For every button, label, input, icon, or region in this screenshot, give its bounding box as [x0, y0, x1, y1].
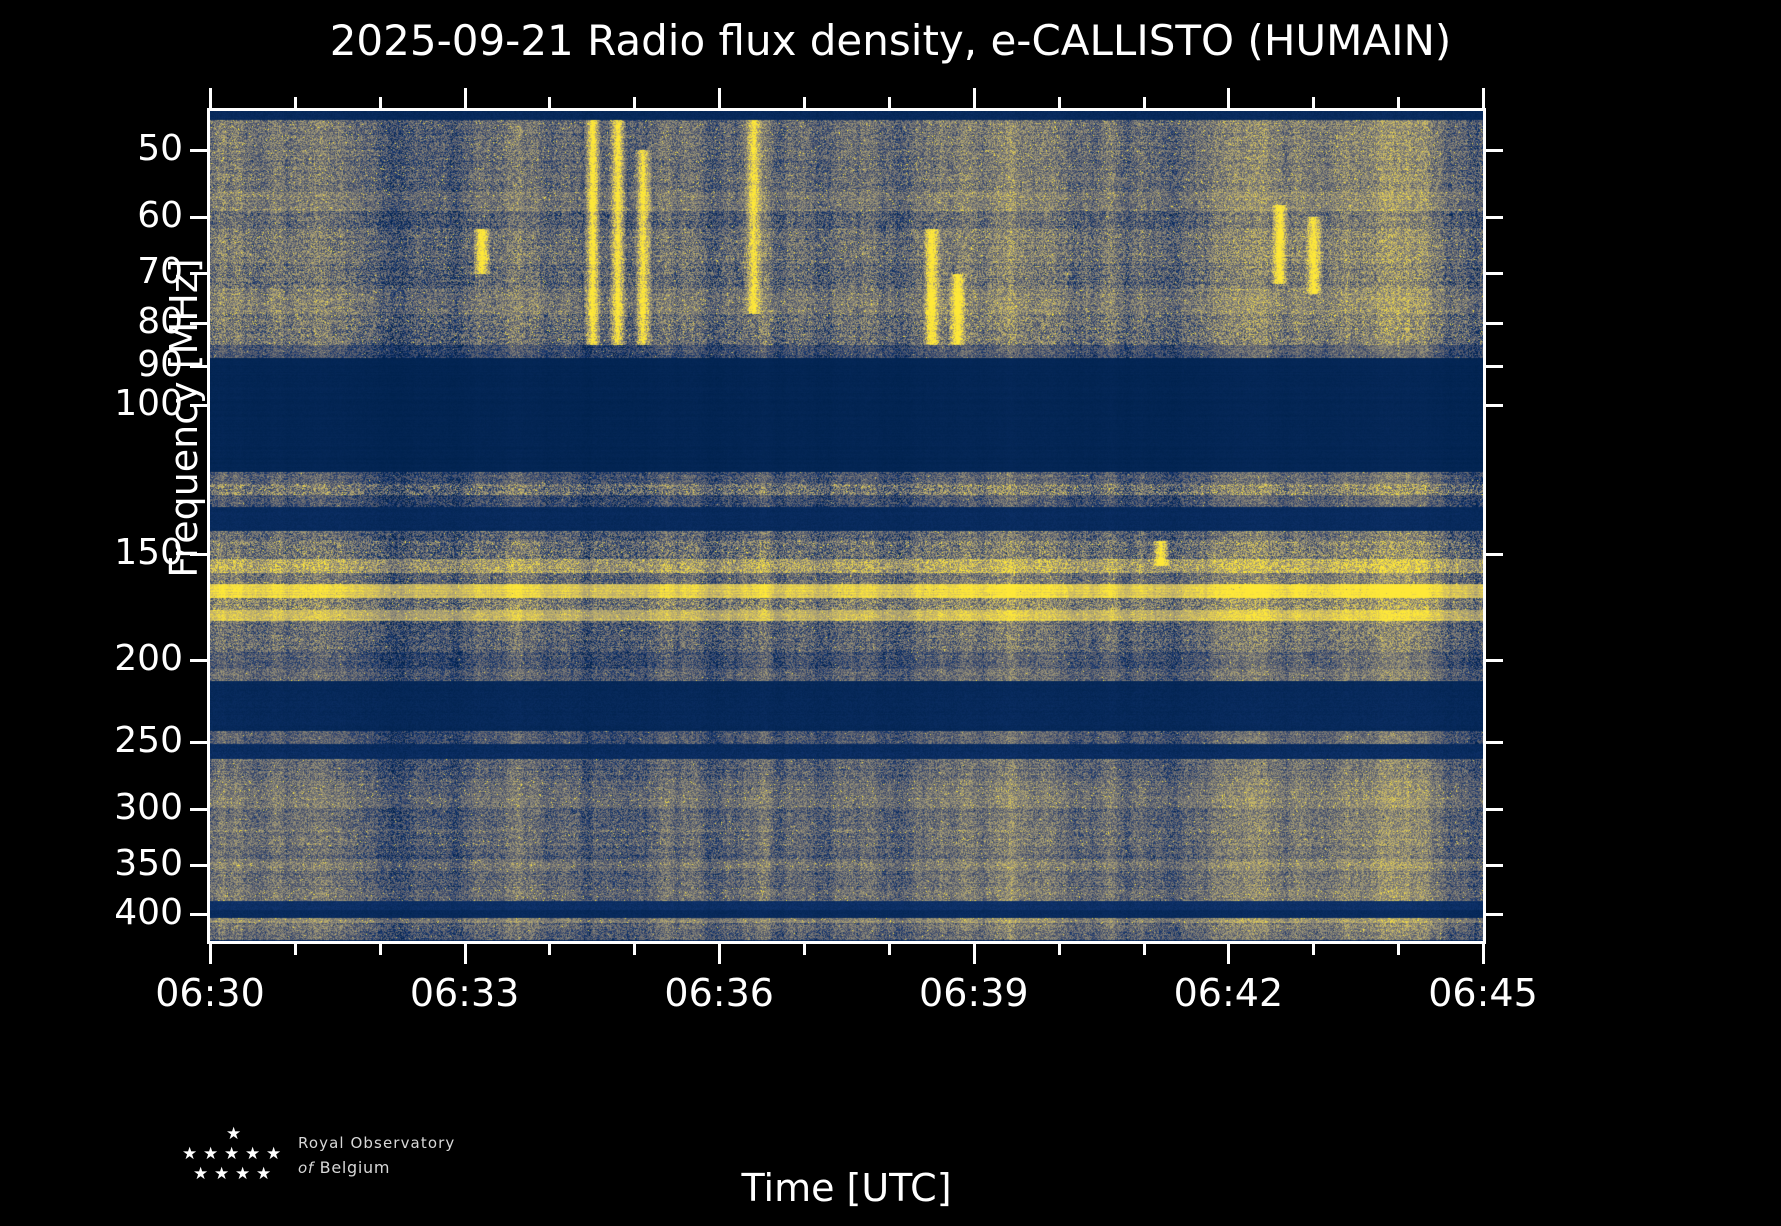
- y-tick-mark-left: [190, 552, 207, 556]
- y-tick-mark-left: [190, 807, 207, 811]
- logo-line-1: Royal Observatory: [298, 1134, 456, 1152]
- y-tick-label-100: 100: [114, 382, 183, 424]
- y-tick-mark-right: [1486, 552, 1503, 556]
- x-tick-mark-minor: [1057, 944, 1061, 955]
- y-tick-label-350: 350: [114, 843, 183, 885]
- y-tick-label-200: 200: [114, 637, 183, 679]
- x-tick-mark-major: [1227, 944, 1231, 964]
- x-tick-mark-minor: [1312, 944, 1316, 955]
- x-tick-mark-major: [1482, 944, 1485, 964]
- x-tick-label-06-39: 06:39: [919, 971, 1029, 1015]
- y-tick-mark-left: [190, 403, 207, 407]
- x-tick-mark-minor: [887, 944, 891, 955]
- star-icon: ★: [256, 1164, 272, 1184]
- y-tick-mark-right: [1486, 148, 1503, 152]
- spectrogram-image: [210, 111, 1483, 941]
- x-tick-mark-top-minor: [1057, 97, 1061, 108]
- y-tick-mark-left: [190, 272, 207, 276]
- star-icon: ★: [182, 1144, 198, 1164]
- logo-text: Royal Observatory of Belgium: [298, 1134, 628, 1177]
- x-tick-label-06-42: 06:42: [1173, 971, 1284, 1015]
- x-tick-label-06-36: 06:36: [664, 971, 774, 1015]
- logo-line-2: of Belgium: [298, 1158, 628, 1177]
- x-tick-mark-top-major: [1227, 88, 1231, 108]
- y-tick-label-250: 250: [114, 719, 183, 761]
- y-tick-label-400: 400: [114, 892, 183, 934]
- star-icon: ★: [266, 1144, 282, 1164]
- y-tick-mark-left: [190, 364, 207, 368]
- x-tick-mark-top-minor: [1397, 97, 1401, 108]
- y-tick-label-50: 50: [137, 127, 183, 169]
- x-tick-mark-top-major: [1482, 88, 1485, 108]
- star-icon: ★: [193, 1164, 209, 1184]
- x-tick-mark-major: [463, 944, 467, 964]
- y-tick-mark-left: [190, 913, 207, 917]
- x-tick-mark-top-major: [718, 88, 722, 108]
- x-tick-mark-minor: [803, 944, 807, 955]
- y-tick-mark-right: [1486, 913, 1503, 917]
- y-tick-mark-right: [1486, 272, 1503, 276]
- star-icon: ★: [235, 1164, 251, 1184]
- x-tick-mark-top-minor: [633, 97, 637, 108]
- y-tick-mark-right: [1486, 740, 1503, 744]
- y-tick-mark-left: [190, 658, 207, 662]
- y-tick-mark-right: [1486, 403, 1503, 407]
- star-icon: ★: [203, 1144, 219, 1164]
- y-tick-mark-right: [1486, 658, 1503, 662]
- x-tick-label-06-30: 06:30: [155, 971, 265, 1015]
- spectrogram-plot-area: [207, 108, 1486, 944]
- x-tick-mark-major: [718, 944, 722, 964]
- y-tick-mark-right: [1486, 807, 1503, 811]
- y-tick-mark-left: [190, 740, 207, 744]
- x-tick-mark-top-minor: [293, 97, 297, 108]
- x-tick-mark-major: [209, 944, 212, 964]
- x-tick-mark-minor: [1142, 944, 1146, 955]
- x-tick-mark-top-major: [209, 88, 212, 108]
- x-tick-mark-top-minor: [1312, 97, 1316, 108]
- x-tick-label-06-45: 06:45: [1428, 971, 1538, 1015]
- y-tick-mark-right: [1486, 321, 1503, 325]
- x-tick-mark-top-minor: [803, 97, 807, 108]
- star-icon: ★: [214, 1164, 230, 1184]
- y-tick-mark-left: [190, 148, 207, 152]
- star-icon: ★: [245, 1144, 261, 1164]
- y-tick-mark-right: [1486, 215, 1503, 219]
- logo-belgium-word: Belgium: [319, 1158, 391, 1177]
- y-tick-mark-right: [1486, 364, 1503, 368]
- y-tick-label-90: 90: [137, 343, 183, 385]
- y-tick-label-300: 300: [114, 786, 183, 828]
- y-tick-mark-left: [190, 321, 207, 325]
- x-axis-label: Time [UTC]: [741, 1166, 952, 1210]
- y-tick-label-150: 150: [114, 531, 183, 573]
- y-tick-mark-right: [1486, 864, 1503, 868]
- x-tick-mark-top-minor: [548, 97, 552, 108]
- x-tick-mark-top-minor: [378, 97, 382, 108]
- y-tick-mark-left: [190, 864, 207, 868]
- page-title: 2025-09-21 Radio flux density, e-CALLIST…: [329, 16, 1452, 65]
- eu-stars-icon: ★ ★ ★ ★ ★ ★ ★ ★ ★ ★: [178, 1126, 288, 1188]
- x-tick-mark-top-minor: [887, 97, 891, 108]
- logo-of-word: of: [298, 1159, 314, 1177]
- x-tick-label-06-33: 06:33: [409, 971, 520, 1015]
- x-tick-mark-major: [972, 944, 976, 964]
- x-tick-mark-minor: [548, 944, 552, 955]
- star-icon: ★: [224, 1144, 240, 1164]
- y-tick-label-60: 60: [137, 194, 183, 236]
- x-tick-mark-top-major: [463, 88, 467, 108]
- x-tick-mark-minor: [378, 944, 382, 955]
- x-tick-mark-minor: [633, 944, 637, 955]
- x-tick-mark-top-minor: [1142, 97, 1146, 108]
- x-tick-mark-top-major: [972, 88, 976, 108]
- x-tick-mark-minor: [293, 944, 297, 955]
- star-icon: ★: [226, 1124, 242, 1144]
- x-tick-mark-minor: [1397, 944, 1401, 955]
- y-tick-mark-left: [190, 215, 207, 219]
- y-tick-label-70: 70: [137, 251, 183, 293]
- y-tick-label-80: 80: [137, 300, 183, 342]
- royal-observatory-logo: ★ ★ ★ ★ ★ ★ ★ ★ ★ ★ Royal Observatory of Belgium: [178, 1126, 638, 1200]
